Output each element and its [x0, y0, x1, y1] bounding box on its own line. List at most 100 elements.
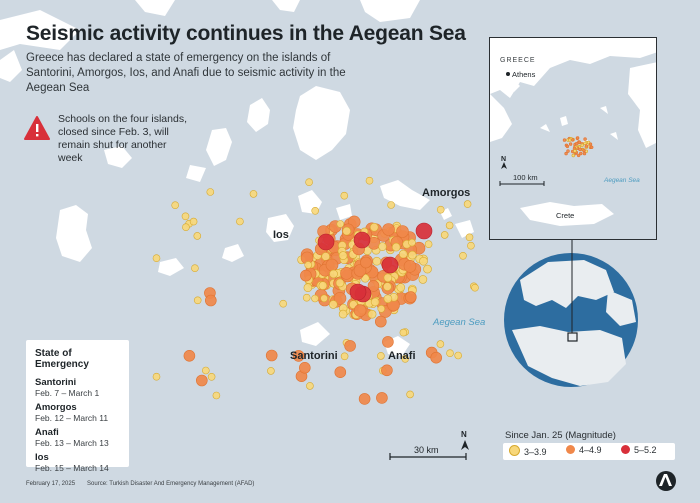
earthquake-marker	[344, 340, 356, 352]
earthquake-marker	[333, 291, 347, 305]
inset-country: GREECE	[500, 57, 536, 64]
earthquake-marker	[236, 217, 244, 226]
earthquake-marker	[407, 250, 417, 260]
earthquake-markers	[152, 176, 479, 405]
inset-scale-label: 100 km	[513, 173, 538, 182]
inset-earthquake-marker	[577, 140, 582, 145]
footer: February 17, 2025 Source: Turkish Disaste…	[26, 481, 254, 487]
label-santorini: Santorini	[290, 350, 338, 362]
earthquake-marker	[340, 352, 349, 361]
school-closure-note: Schools on the four islands, closed sinc…	[58, 113, 187, 164]
earthquake-marker	[311, 294, 319, 303]
earthquake-marker	[406, 390, 414, 399]
inset-earthquake-marker	[562, 138, 567, 142]
label-ios: Ios	[273, 229, 289, 241]
magnitude-swatch	[621, 445, 630, 454]
inset-map-graphic: GREECE Athens 100 km N Crete Aegean Sea	[490, 38, 656, 226]
earthquake-marker	[391, 242, 401, 252]
earthquake-marker	[329, 269, 338, 279]
earthquake-marker	[418, 275, 428, 284]
earthquake-marker	[471, 283, 479, 292]
earthquake-marker	[305, 178, 313, 186]
earthquake-marker	[360, 256, 372, 269]
inset-earthquake-marker	[583, 137, 587, 141]
earthquake-marker	[205, 294, 217, 307]
earthquake-marker	[191, 264, 199, 273]
earthquake-marker	[378, 242, 387, 251]
inset-earthquake-marker	[579, 151, 583, 156]
earthquake-marker	[465, 233, 474, 242]
earthquake-marker	[340, 191, 349, 200]
earthquake-marker	[430, 351, 443, 364]
legend-dates: Feb. 13 – March 13	[35, 438, 109, 448]
earthquake-marker	[446, 349, 454, 358]
earthquake-marker	[436, 340, 445, 348]
earthquake-marker	[279, 299, 288, 308]
earthquake-marker	[377, 352, 385, 360]
inset-earthquake-marker	[589, 145, 594, 150]
earthquake-marker	[377, 304, 386, 313]
inset-earthquake-markers	[562, 136, 594, 158]
main-scale-label: 30 km	[414, 445, 439, 455]
earthquake-marker-major	[415, 222, 433, 240]
earthquake-marker	[318, 281, 328, 290]
main-scale-bar	[389, 453, 467, 460]
earthquake-marker	[267, 367, 275, 375]
earthquake-marker	[303, 283, 313, 293]
magnitude-swatch	[509, 445, 520, 456]
earthquake-marker-major	[353, 231, 371, 249]
warning-sign	[24, 116, 50, 140]
earthquake-marker	[320, 294, 328, 303]
state-of-emergency-legend: State of Emergency Santorini Feb. 7 – Ma…	[26, 340, 129, 473]
inset-earthquake-marker	[567, 138, 572, 142]
globe	[504, 239, 638, 387]
legend-heading: State of Emergency	[35, 348, 89, 370]
inset-earthquake-marker	[584, 144, 589, 148]
legend-island: Amorgos	[35, 402, 77, 413]
earthquake-marker	[321, 252, 331, 261]
earthquake-marker	[300, 269, 312, 282]
earthquake-marker	[265, 349, 278, 362]
earthquake-marker	[193, 232, 202, 240]
earthquake-marker	[374, 315, 387, 328]
earthquake-marker	[408, 238, 416, 247]
earthquake-marker	[306, 382, 314, 390]
magnitude-class-2: 4–4.9	[566, 445, 602, 455]
earthquake-marker	[404, 291, 417, 303]
inset-locator-map: GREECE Athens 100 km N Crete Aegean Sea	[489, 37, 657, 240]
legend-dates: Feb. 15 – March 14	[35, 463, 109, 473]
earthquake-marker	[382, 336, 394, 348]
earthquake-marker	[383, 282, 392, 291]
magnitude-class-3: 5–5.2	[621, 445, 657, 455]
earthquake-marker-major	[317, 233, 335, 251]
earthquake-marker	[334, 366, 347, 379]
main-north-arrow	[461, 440, 469, 450]
earthquake-marker	[376, 392, 388, 404]
earthquake-marker	[358, 393, 371, 405]
earthquake-marker	[206, 188, 215, 196]
earthquake-marker	[463, 200, 472, 208]
earthquake-marker	[181, 212, 190, 221]
inset-earthquake-marker	[582, 148, 586, 153]
earthquake-marker	[383, 294, 393, 304]
earthquake-marker	[399, 328, 408, 337]
earthquake-marker	[382, 223, 395, 236]
earthquake-marker	[372, 256, 382, 266]
earthquake-marker	[335, 278, 345, 288]
earthquake-marker	[342, 226, 352, 236]
earthquake-marker	[396, 225, 409, 238]
earthquake-marker	[207, 372, 216, 381]
earthquake-marker	[398, 249, 408, 259]
earthquake-marker	[152, 254, 161, 263]
earthquake-marker	[292, 350, 305, 362]
earthquake-marker	[454, 351, 463, 360]
earthquake-marker	[370, 297, 380, 307]
legend-dates: Feb. 7 – March 1	[35, 388, 100, 398]
earthquake-marker	[171, 201, 179, 209]
earthquake-marker	[152, 372, 161, 381]
earthquake-marker	[298, 361, 311, 374]
earthquake-marker	[440, 231, 449, 239]
earthquake-marker	[383, 273, 393, 283]
earthquake-marker	[182, 223, 190, 231]
